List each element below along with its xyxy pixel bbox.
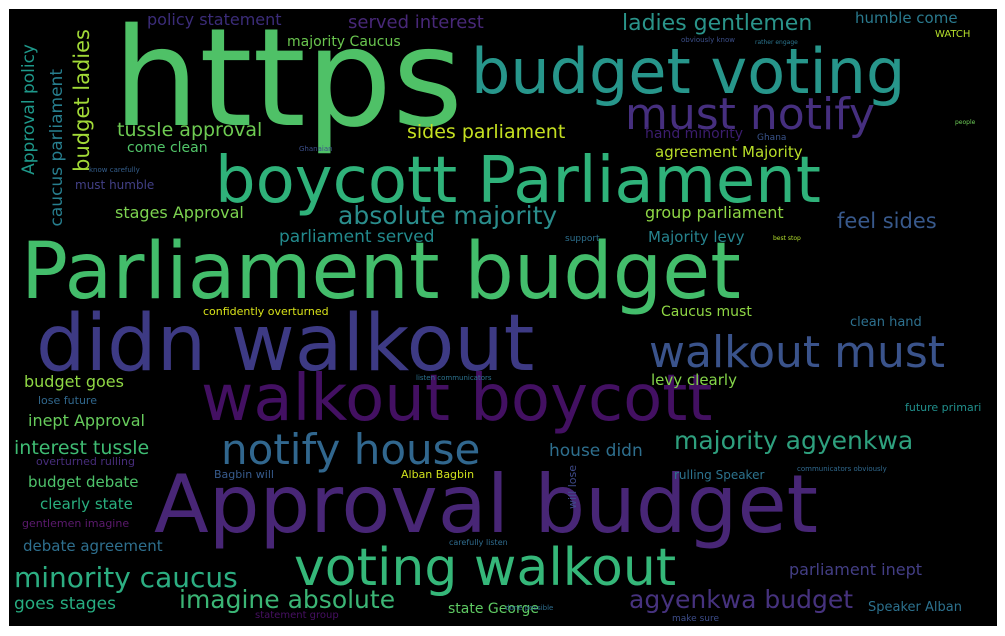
- word-ghanaian: Ghanaian: [299, 145, 333, 153]
- word-parliament-inept: parliament inept: [789, 560, 923, 579]
- word-state-george: state George: [448, 601, 539, 617]
- word-debate-agreement: debate agreement: [23, 537, 163, 555]
- word-feel-sides: feel sides: [837, 209, 937, 233]
- word-https: https: [113, 9, 464, 158]
- word-make-sure: make sure: [672, 614, 720, 624]
- word-parliament-served: parliament served: [279, 227, 435, 247]
- word-walkout-boycott: walkout boycott: [201, 362, 713, 436]
- word-hand-minority: hand minority: [645, 126, 744, 142]
- word-group-parliament: group parliament: [645, 203, 784, 222]
- word-will-lose: will lose: [566, 465, 579, 509]
- word-notify-house: notify house: [221, 425, 481, 474]
- word-bagbin-will: Bagbin will: [214, 468, 274, 481]
- word-levy-clearly: levy clearly: [651, 371, 737, 389]
- word-policy-statement: policy statement: [147, 10, 282, 29]
- word-budget-goes: budget goes: [24, 372, 124, 391]
- word-didn-walkout: didn walkout: [36, 299, 535, 389]
- word-majority-caucus: majority Caucus: [287, 34, 401, 50]
- word-listen-communicators: listen communicators: [416, 374, 492, 382]
- word-overturned-rulling: overturned rulling: [36, 455, 135, 468]
- word-carefully-listen: carefully listen: [449, 538, 508, 547]
- word-approval-budget: Approval budget: [154, 458, 819, 551]
- word-walkout-must: walkout must: [649, 327, 946, 378]
- word-sides-parliament: sides parliament: [407, 121, 566, 143]
- word-budget-ladies: budget ladies: [70, 29, 94, 172]
- word-must-humble: must humble: [75, 178, 155, 192]
- word-stages-approval: stages Approval: [115, 203, 244, 222]
- word-absolute-majority: absolute majority: [338, 201, 558, 230]
- word-parliament-budget: Parliament budget: [21, 227, 741, 317]
- word-agyenkwa-budget: agyenkwa budget: [629, 585, 854, 614]
- word-rulling-speaker: rulling Speaker: [674, 468, 765, 482]
- word-voting-walkout: voting walkout: [294, 538, 677, 598]
- word-served-interest: served interest: [348, 12, 484, 33]
- word-clean-hand: clean hand: [850, 315, 922, 330]
- word-humble-come: humble come: [855, 9, 958, 27]
- word-inept-approval: inept Approval: [28, 411, 145, 430]
- word-budget-voting: budget voting: [471, 35, 906, 108]
- word-statement-group: statement group: [255, 610, 339, 621]
- word-people: people: [955, 119, 976, 126]
- word-speaker-alban: Speaker Alban: [868, 600, 962, 615]
- word-clearly-state: clearly state: [40, 495, 133, 513]
- word-future-primari: future primari: [905, 401, 982, 414]
- word-ghana: Ghana: [757, 133, 787, 143]
- word-imagine-absolute: imagine absolute: [179, 585, 396, 614]
- word-tussle-approval: tussle approval: [117, 119, 263, 141]
- word-watch: WATCH: [935, 29, 971, 40]
- word-interest-tussle: interest tussle: [14, 437, 150, 459]
- word-majority-agyenkwa: majority agyenkwa: [674, 426, 914, 455]
- word-caucus-must: Caucus must: [661, 304, 752, 320]
- word-minority-caucus: minority caucus: [14, 561, 238, 594]
- word-support: support: [565, 234, 600, 244]
- word-boycott-parliament: boycott Parliament: [215, 144, 821, 218]
- word-house-didn: house didn: [549, 441, 643, 461]
- word-cloud: https budget voting boycott Parliament P…: [9, 9, 997, 626]
- word-know-carefully: know carefully: [89, 166, 140, 174]
- word-agreement-majority: agreement Majority: [655, 143, 803, 161]
- word-lose-future: lose future: [38, 394, 97, 407]
- word-done-possible: done possible: [505, 604, 554, 612]
- word-obviously-know: obviously know: [681, 36, 735, 44]
- word-best-stop: best stop: [773, 235, 801, 242]
- word-rather-engage: rather engage: [755, 39, 798, 46]
- word-must-notify: must notify: [625, 89, 875, 140]
- word-alban-bagbin: Alban Bagbin: [401, 468, 475, 481]
- word-caucus-parliament: caucus parliament: [47, 69, 67, 227]
- word-communicators-obviously: communicators obviously: [797, 465, 887, 473]
- word-gentlemen-imagine: gentlemen imagine: [22, 517, 130, 530]
- word-come-clean: come clean: [127, 140, 208, 156]
- word-goes-stages: goes stages: [14, 594, 116, 614]
- word-confidently-overturned: confidently overturned: [203, 305, 329, 318]
- word-ladies-gentlemen: ladies gentlemen: [622, 11, 813, 36]
- word-majority-levy: Majority levy: [648, 228, 745, 246]
- word-approval-policy: Approval policy: [19, 44, 39, 175]
- word-budget-debate: budget debate: [28, 473, 139, 491]
